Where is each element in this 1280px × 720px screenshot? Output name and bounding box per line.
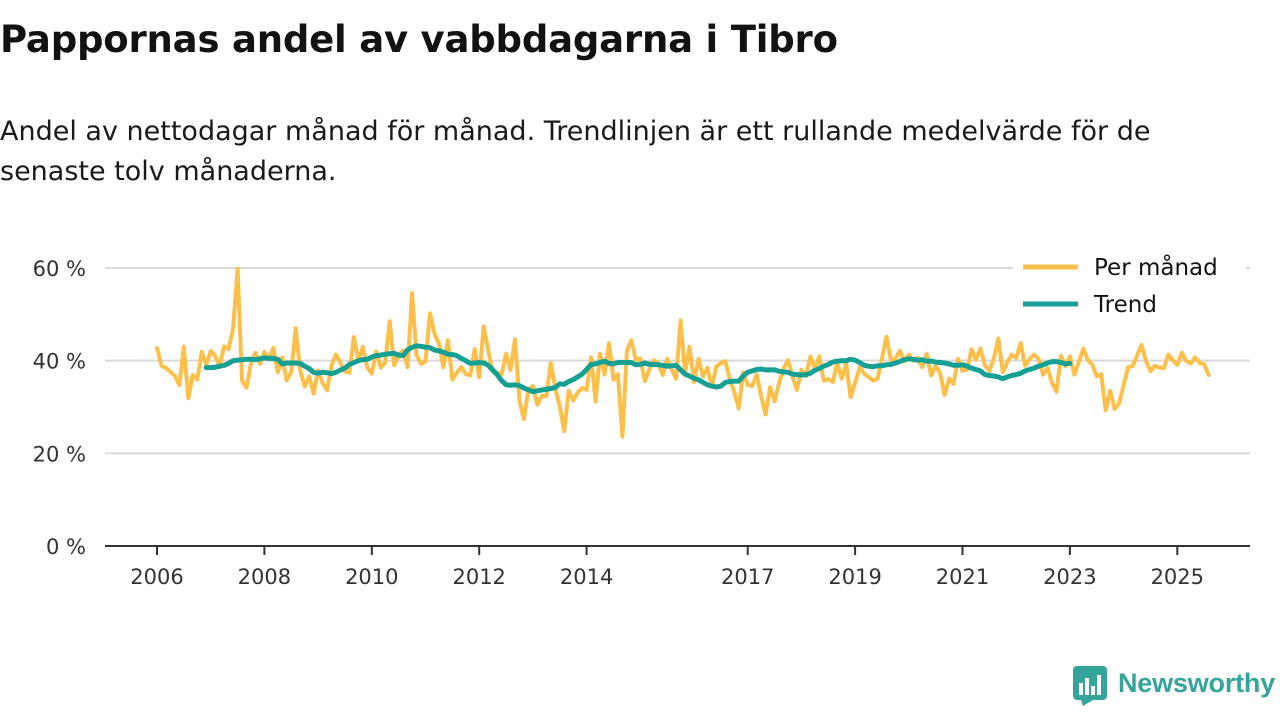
x-tick-label: 2025: [1151, 565, 1204, 589]
x-tick-label: 2019: [828, 565, 881, 589]
page-title: Pappornas andel av vabbdagarna i Tibro: [0, 18, 838, 61]
legend: Per månad Trend: [1013, 252, 1246, 330]
legend-label-trend: Trend: [1093, 292, 1157, 318]
newsworthy-brand: Newsworthy: [1071, 666, 1280, 706]
x-tick-label: 2014: [560, 565, 613, 589]
x-tick-label: 2023: [1043, 565, 1096, 589]
x-axis: 2006 2008 2010 2012 2014 2017 2019 2021 2023 2025: [105, 545, 1250, 589]
x-tick-label: 2021: [936, 565, 989, 589]
x-tick-label: 2012: [452, 565, 505, 589]
x-tick-label: 2010: [345, 565, 398, 589]
y-tick-label: 60 %: [33, 257, 86, 281]
y-tick-label: 40 %: [33, 350, 86, 374]
series-line-trend: [203, 343, 1073, 395]
x-tick-label: 2008: [238, 565, 291, 589]
y-tick-label: 0 %: [46, 535, 86, 559]
legend-label-per-manad: Per månad: [1094, 253, 1218, 281]
y-axis-ticks: 0 % 20 % 40 % 60 %: [33, 257, 86, 559]
series-lines: [155, 266, 1211, 439]
page-subtitle: Andel av nettodagar månad för månad. Tre…: [0, 116, 1151, 187]
series-line-per-manad: [155, 266, 1211, 439]
y-tick-label: 20 %: [33, 442, 86, 466]
newsworthy-logo-icon: [1073, 666, 1107, 706]
x-tick-label: 2006: [130, 565, 183, 589]
brand-name: Newsworthy: [1118, 668, 1276, 698]
x-tick-label: 2017: [721, 565, 774, 589]
